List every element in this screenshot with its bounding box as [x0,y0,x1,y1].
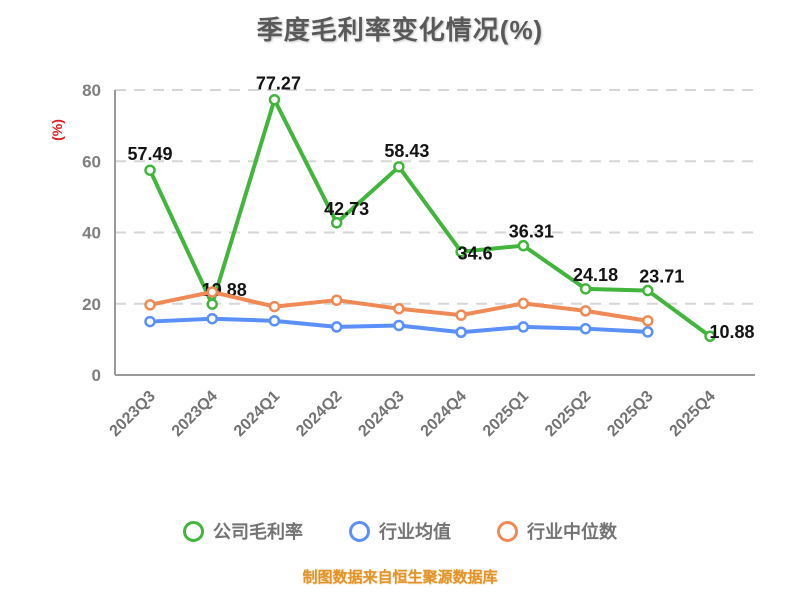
x-tick-label: 2025Q4 [667,388,719,440]
legend-item-company-margin[interactable]: 公司毛利率 [183,518,303,544]
x-tick-label: 2025Q1 [480,388,532,440]
data-label: 24.18 [573,265,618,285]
data-point [330,321,343,333]
data-label: 23.71 [639,267,684,287]
data-point [393,319,405,332]
series-line-0 [148,97,712,339]
data-label: 36.31 [509,222,554,242]
x-tick-label: 2023Q3 [107,388,159,440]
data-point [517,239,530,252]
x-tick-label: 2024Q1 [231,388,283,440]
data-point [642,326,654,338]
data-point [206,312,218,325]
x-tick-label: 2025Q2 [542,388,594,440]
data-label: 58.43 [384,141,429,161]
data-point [642,284,654,297]
data-label: 42.73 [324,199,369,219]
data-point [144,299,156,311]
data-point [579,283,592,295]
legend-marker-icon [183,520,204,542]
data-label: 10.88 [709,322,754,342]
data-point [330,217,343,229]
data-point [144,164,156,176]
x-tick-label: 2023Q4 [169,388,221,440]
data-point [642,315,654,327]
data-point [268,315,281,327]
data-point [206,286,218,298]
y-tick-label: 40 [82,224,101,243]
data-point [206,298,218,310]
data-point [455,309,467,321]
data-point [455,326,467,338]
data-point [393,161,405,173]
data-point [455,245,467,258]
data-point [704,330,716,342]
data-label: 77.27 [256,74,301,94]
y-axis-label: (%) [49,119,65,141]
x-tick-label: 2024Q3 [355,388,407,440]
data-source-note: 制图数据来自恒生聚源数据库 [302,569,498,586]
data-point [517,297,530,310]
y-tick-label: 0 [92,366,101,385]
y-tick-label: 80 [82,81,101,100]
data-point [268,300,281,313]
legend-label: 行业均值 [379,522,451,542]
legend-label: 公司毛利率 [213,522,303,542]
data-point [144,315,156,328]
data-point [330,294,343,306]
legend-marker-icon [349,520,370,542]
y-tick-label: 20 [82,295,101,314]
data-point [268,93,281,106]
chart-legend: 公司毛利率 行业均值 行业中位数 [0,518,800,544]
data-label: 57.49 [127,144,172,164]
x-tick-label: 2024Q2 [293,388,345,440]
data-point [579,322,592,335]
data-point [517,321,530,333]
data-point [579,305,592,317]
legend-item-industry-median[interactable]: 行业中位数 [497,518,617,544]
chart-title: 季度毛利率变化情况(%) [256,15,544,45]
x-tick-label: 2024Q4 [418,388,470,440]
legend-marker-icon [497,520,518,542]
x-tick-label: 2025Q3 [604,388,656,440]
legend-label: 行业中位数 [527,522,617,542]
legend-item-industry-mean[interactable]: 行业均值 [349,518,451,544]
data-point [393,302,405,315]
y-tick-label: 60 [82,152,101,171]
data-label: 34.6 [458,244,493,264]
